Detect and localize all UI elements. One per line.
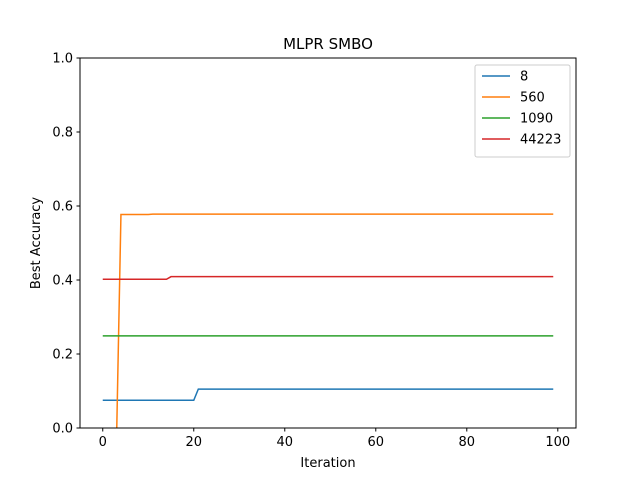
- legend-box: [474, 64, 571, 158]
- series-line-8: [102, 388, 554, 401]
- series-line-560: [116, 213, 554, 428]
- legend-label: 8: [520, 70, 528, 85]
- y-tick-label: 0.6: [52, 200, 73, 215]
- legend-label: 1090: [520, 112, 553, 127]
- x-tick-label: 60: [368, 435, 385, 450]
- legend-label: 560: [520, 91, 545, 106]
- legend-label: 44223: [520, 133, 561, 148]
- legend: 8 560 1090 44223: [474, 64, 571, 158]
- chart-title: MLPR SMBO: [283, 35, 373, 53]
- y-tick-label: 0.4: [52, 274, 73, 289]
- x-axis-label: Iteration: [300, 456, 355, 471]
- x-tick-label: 0: [99, 435, 107, 450]
- y-tick-label: 0.0: [52, 422, 73, 437]
- x-tick-label: 80: [459, 435, 476, 450]
- x-tick-label: 40: [276, 435, 293, 450]
- x-tick-label: 100: [545, 435, 570, 450]
- x-tick-label: 20: [185, 435, 202, 450]
- plot-frame: [79, 57, 577, 429]
- y-axis-label: Best Accuracy: [29, 197, 44, 290]
- y-tick-label: 1.0: [52, 52, 73, 67]
- y-tick-label: 0.2: [52, 348, 73, 363]
- y-tick-label: 0.8: [52, 126, 73, 141]
- series-line-44223: [102, 275, 554, 281]
